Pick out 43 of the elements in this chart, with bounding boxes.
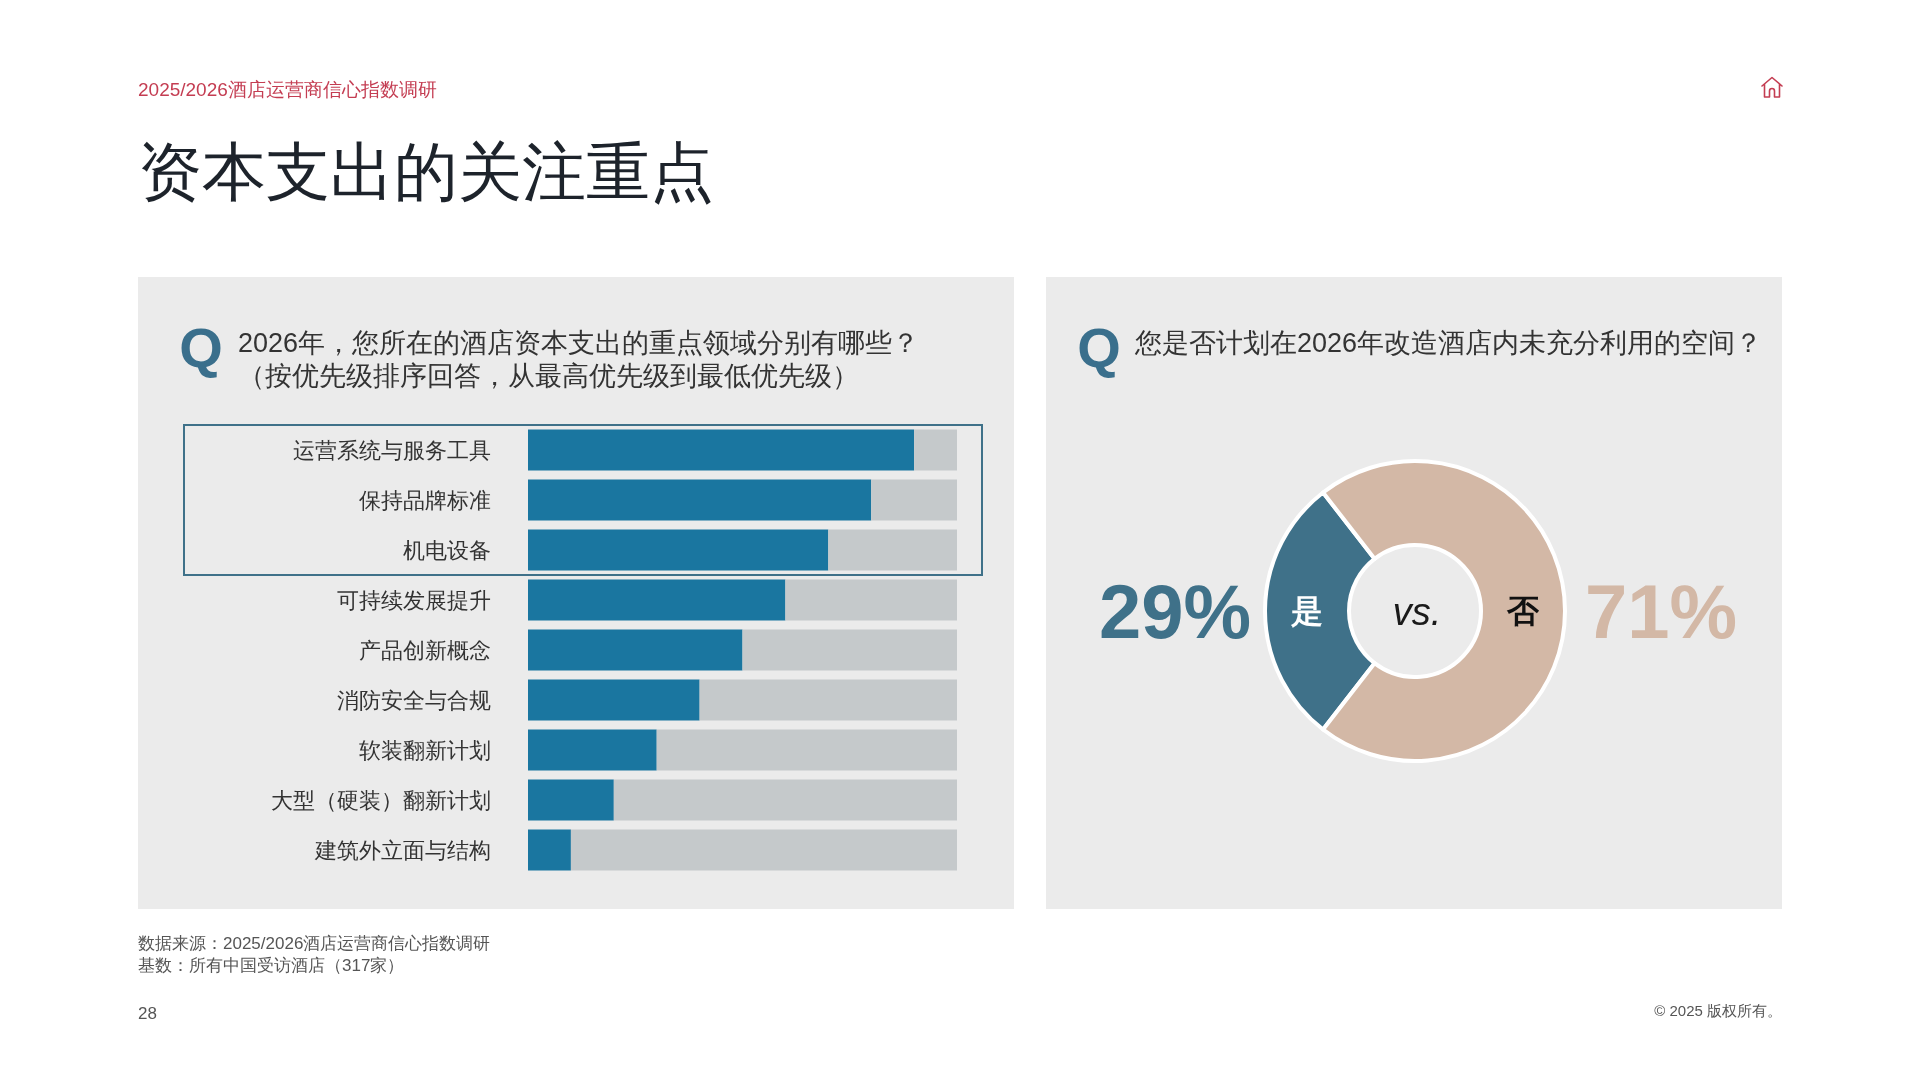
bar	[914, 429, 957, 471]
text: vs.	[1392, 591, 1442, 633]
y-tick-label: 软装翻新计划	[359, 737, 491, 763]
chart-subtitle: （按优先级排序回答，从最高优先级到最低优先级）	[238, 361, 859, 391]
source-note: 数据来源：2025/2026酒店运营商信心指数调研	[138, 933, 491, 953]
data-label: 71%	[1585, 568, 1738, 654]
y-tick-label: 保持品牌标准	[359, 487, 491, 513]
slice-label: 是	[1290, 593, 1323, 629]
bar	[871, 479, 957, 521]
chart-title: 您是否计划在2026年改造酒店内未充分利用的空间？	[1134, 328, 1763, 358]
y-tick-label: 大型（硬装）翻新计划	[271, 787, 491, 813]
chart-title: 2026年，您所在的酒店资本支出的重点领域分别有哪些？	[238, 328, 920, 358]
bar	[785, 579, 957, 621]
y-tick-label: 消防安全与合规	[337, 687, 491, 713]
bar	[528, 729, 657, 771]
text: Q	[1077, 315, 1121, 379]
bar	[528, 679, 700, 721]
data-label: 29%	[1098, 568, 1251, 654]
bar	[528, 829, 571, 871]
y-tick-label: 机电设备	[403, 537, 491, 563]
y-tick-label: 运营系统与服务工具	[293, 437, 491, 463]
slice-label: 否	[1506, 593, 1540, 629]
text: 28	[138, 1003, 157, 1023]
bar	[613, 779, 957, 821]
bar	[699, 679, 957, 721]
text: 资本支出的关注重点	[138, 136, 714, 208]
bar	[528, 779, 614, 821]
text: 2025/2026酒店运营商信心指数调研	[138, 78, 437, 100]
bar	[742, 629, 957, 671]
y-tick-label: 可持续发展提升	[337, 587, 491, 613]
bar	[528, 629, 743, 671]
bar	[528, 529, 829, 571]
bar	[828, 529, 957, 571]
y-tick-label: 建筑外立面与结构	[314, 837, 491, 863]
bar	[528, 579, 786, 621]
bar	[528, 479, 872, 521]
y-tick-label: 产品创新概念	[359, 637, 491, 663]
text: Q	[179, 315, 223, 379]
bar	[570, 829, 957, 871]
text: © 2025 版权所有。	[1654, 1001, 1782, 1019]
bar	[528, 429, 915, 471]
text: 基数：所有中国受访酒店（317家）	[138, 955, 405, 975]
bar	[656, 729, 957, 771]
